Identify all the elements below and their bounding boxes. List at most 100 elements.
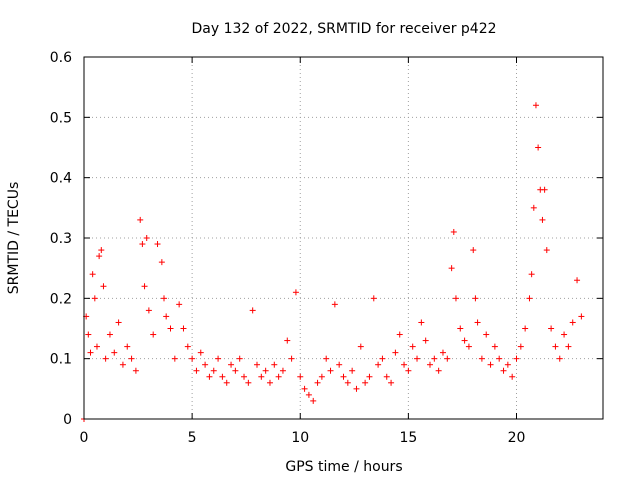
y-tick-label: 0.5 [50,110,72,126]
data-point [439,349,446,356]
y-tick-label: 0.1 [50,352,72,368]
data-point [184,343,191,350]
data-point [539,216,546,223]
y-axis-label: SRMTID / TECUs [6,182,22,295]
data-point [357,343,364,350]
data-point [210,367,217,374]
data-point [89,271,96,278]
data-point [435,367,442,374]
data-point [85,331,92,338]
data-point [366,373,373,380]
data-point [530,204,537,211]
data-point [223,379,230,386]
data-point [262,367,269,374]
data-point [526,295,533,302]
data-point [189,355,196,362]
data-point [478,355,485,362]
data-point [167,325,174,332]
data-point [448,265,455,272]
data-point [245,379,252,386]
data-point [219,373,226,380]
data-point [340,373,347,380]
data-point [305,391,312,398]
data-point [569,319,576,326]
data-point [150,331,157,338]
data-point [202,361,209,368]
data-point [241,373,248,380]
data-point [375,361,382,368]
data-point [158,259,165,266]
data-point [206,373,213,380]
data-point [396,331,403,338]
data-point [349,367,356,374]
x-axis-label: GPS time / hours [285,459,402,475]
data-point [405,367,412,374]
data-point [279,367,286,374]
x-tick-label: 10 [291,430,309,446]
data-point [383,373,390,380]
y-tick-label: 0.6 [50,50,72,66]
data-point [470,247,477,254]
data-point [141,283,148,290]
data-point [111,349,118,356]
data-point [578,313,585,320]
data-point [161,295,168,302]
data-point [491,343,498,350]
data-point [145,307,152,314]
data-point [522,325,529,332]
data-point [271,361,278,368]
data-point [98,247,105,254]
data-point [431,355,438,362]
data-point [362,379,369,386]
data-point [193,367,200,374]
data-point [370,295,377,302]
data-point [96,253,103,260]
data-point [143,235,150,241]
data-point [284,337,291,344]
data-point [461,337,468,344]
data-point [422,337,429,344]
data-point [427,361,433,368]
data-point [336,361,343,368]
data-point [388,379,395,386]
data-point [180,325,187,332]
marks-layer [81,102,585,422]
data-point [215,355,222,362]
data-point [154,241,161,248]
data-point [258,373,265,380]
data-point [452,295,459,302]
data-point [353,385,360,392]
data-point [171,355,178,362]
grid-layer [84,57,603,419]
data-point [487,361,494,368]
data-point [548,325,555,332]
data-point [93,343,100,350]
data-point [288,355,295,362]
data-point [115,319,122,326]
data-point [465,343,472,350]
data-point [379,355,386,362]
data-point [513,355,520,362]
data-point [106,331,113,338]
data-point [228,361,235,368]
x-tick-label: 5 [188,430,197,446]
data-point [565,343,572,350]
y-tick-label: 0.3 [50,231,72,247]
data-point [310,397,317,404]
data-point [176,301,183,308]
data-point [128,355,135,362]
data-point [232,367,239,374]
data-point [119,361,126,368]
data-point [344,379,351,386]
data-point [139,241,146,248]
ticks-layer: 0 5 10 15 20 0 0.1 0.2 0.3 0.4 0.5 0.6 [50,50,603,446]
data-point [392,349,399,356]
data-point [91,295,98,302]
data-point [327,367,334,374]
data-point [314,379,321,386]
data-point [561,331,568,338]
x-tick-label: 20 [508,430,526,446]
data-point [318,373,325,380]
